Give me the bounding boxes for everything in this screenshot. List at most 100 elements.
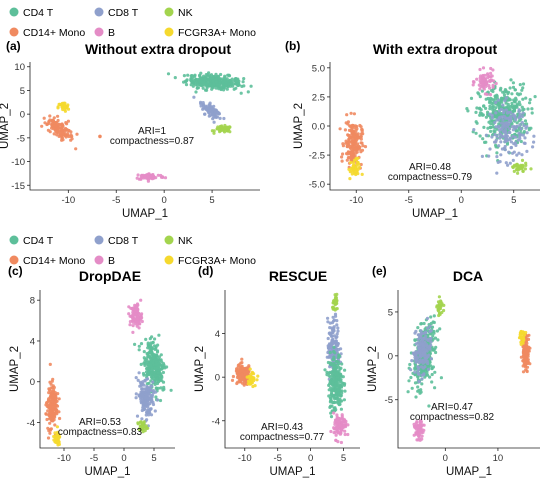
point-cd14-mono [46, 426, 50, 430]
panel-title: DropDAE [79, 268, 141, 284]
point-cd8-t [334, 314, 338, 318]
point-cd8-t [518, 123, 522, 127]
point-cd14-mono [64, 135, 68, 139]
point-cd4-t [147, 355, 151, 359]
point-cd4-t [488, 104, 492, 108]
point-cd8-t [426, 326, 430, 330]
point-cd14-mono [346, 156, 350, 160]
point-cd14-mono [353, 124, 358, 128]
point-cd4-t [160, 367, 164, 371]
point-cd4-t [478, 106, 482, 110]
point-nk [136, 421, 140, 425]
point-cd14-mono [53, 391, 57, 395]
point-cd8-t [421, 342, 425, 346]
point-cd8-t [155, 398, 160, 402]
point-cd14-mono [51, 405, 55, 409]
point-cd4-t [156, 386, 160, 390]
point-cd4-t [323, 368, 327, 372]
point-cd8-t [513, 141, 518, 145]
point-cd4-t [154, 395, 158, 399]
point-cd8-t [336, 329, 340, 333]
point-cd14-mono [48, 362, 52, 366]
point-cd8-t [143, 407, 147, 411]
point-b [419, 420, 423, 424]
x-tick-label: 5 [511, 195, 516, 206]
point-cd14-mono [46, 409, 50, 413]
point-cd4-t [141, 371, 146, 376]
point-cd8-t [513, 116, 517, 120]
point-cd8-t [499, 121, 504, 125]
point-cd8-t [148, 392, 152, 396]
point-b [478, 67, 482, 72]
point-cd14-mono [237, 376, 241, 380]
point-cd4-t [427, 404, 431, 408]
ari-annotation: ARI=0.47 [431, 402, 473, 413]
point-cd8-t [330, 339, 334, 343]
point-b [343, 432, 347, 437]
x-tick-label: -5 [90, 453, 98, 464]
point-cd14-mono [230, 378, 235, 382]
point-cd4-t [413, 338, 417, 342]
point-cd4-t [139, 362, 143, 366]
point-cd8-t [501, 118, 505, 122]
point-cd8-t [416, 333, 420, 337]
point-fcgr3a-mono [248, 367, 252, 371]
point-cd4-t [214, 80, 218, 84]
point-cd8-t [210, 106, 214, 110]
point-cd4-t [518, 83, 522, 87]
point-cd4-t [209, 76, 214, 80]
point-cd8-t [415, 350, 419, 354]
point-nk [437, 301, 441, 305]
point-cd8-t [424, 334, 428, 338]
point-fcgr3a-mono [255, 378, 259, 382]
point-b [336, 425, 340, 429]
point-cd14-mono [48, 431, 52, 435]
point-cd14-mono [344, 121, 348, 125]
point-cd8-t [495, 134, 499, 138]
x-axis-label: UMAP_1 [84, 466, 130, 478]
point-cd14-mono [522, 345, 526, 350]
point-fcgr3a-mono [56, 106, 60, 110]
point-cd4-t [433, 347, 437, 351]
point-b [342, 423, 346, 427]
point-cd14-mono [44, 403, 48, 407]
point-cd8-t [150, 398, 154, 403]
point-cd14-mono [525, 369, 529, 373]
point-b [163, 176, 168, 180]
point-fcgr3a-mono [356, 172, 360, 176]
point-cd8-t [493, 133, 497, 137]
point-cd8-t [212, 104, 216, 108]
point-cd4-t [335, 381, 339, 385]
point-b [481, 85, 486, 90]
point-cd14-mono [54, 403, 59, 407]
point-cd14-mono [240, 381, 245, 385]
point-fcgr3a-mono [351, 161, 356, 165]
x-tick-label: -10 [61, 195, 75, 206]
point-cd4-t [328, 380, 332, 384]
point-cd4-t [419, 388, 423, 392]
point-cd8-t [150, 384, 154, 388]
point-cd4-t [511, 85, 516, 89]
point-cd4-t [332, 365, 336, 369]
point-cd4-t [331, 358, 335, 362]
point-cd8-t [519, 127, 523, 131]
point-cd4-t [489, 129, 493, 133]
point-cd8-t [525, 149, 529, 153]
point-nk [220, 128, 225, 132]
point-cd4-t [190, 74, 194, 78]
point-cd4-t [152, 370, 156, 374]
point-cd8-t [503, 140, 507, 144]
y-tick-label: 10 [14, 62, 25, 73]
point-cd4-t [202, 74, 206, 78]
panel-e: (e) DCA 0 10 5 0 -5 UMAP_1 UMAP_2 ARI=0.47compact… [367, 264, 540, 478]
point-cd14-mono [243, 370, 247, 374]
x-tick-label: 5 [209, 195, 214, 206]
point-cd8-t [502, 111, 506, 115]
point-cd8-t [520, 120, 524, 125]
point-cd4-t [242, 77, 246, 81]
point-cd4-t [151, 361, 155, 365]
point-cd8-t [412, 352, 416, 357]
point-cd4-t [481, 137, 485, 141]
point-cd14-mono [338, 127, 342, 131]
point-cd4-t [162, 363, 166, 367]
